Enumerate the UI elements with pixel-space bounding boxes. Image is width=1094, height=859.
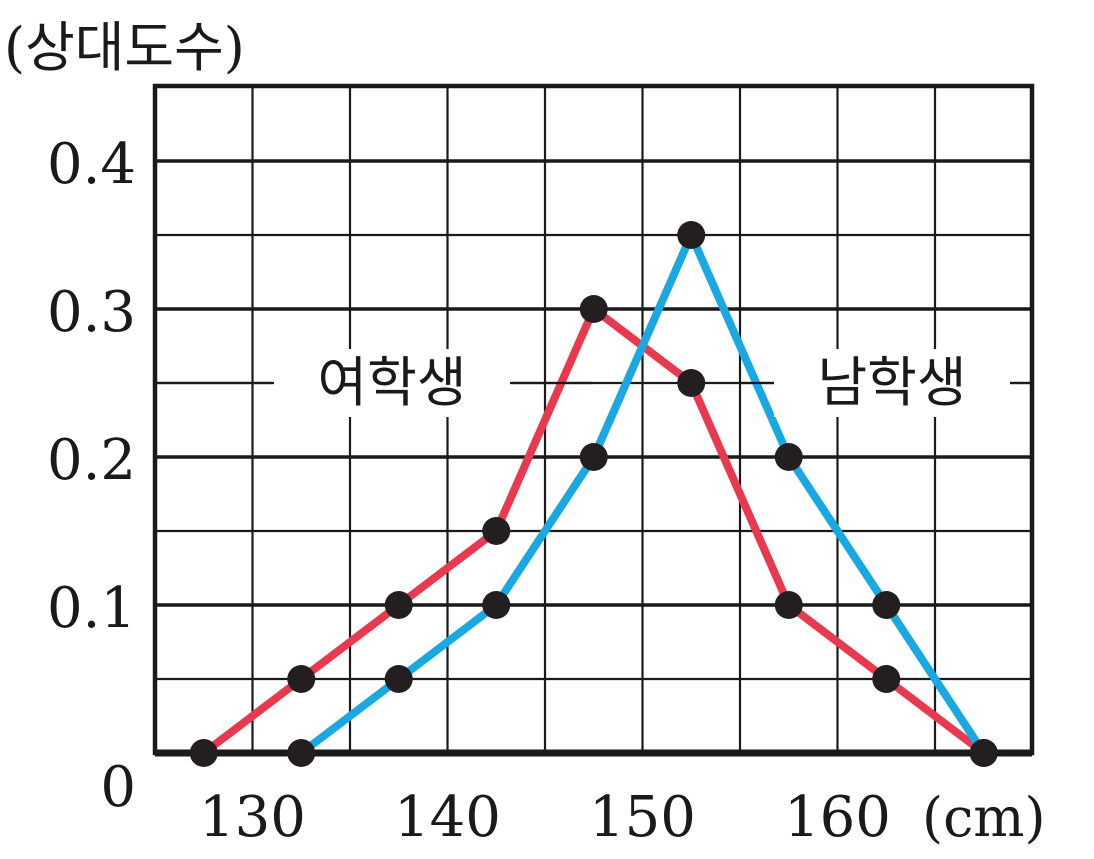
series-label-background: [774, 349, 1010, 417]
y-tick-label: 0.1: [47, 576, 136, 641]
data-point-girls: [774, 591, 803, 619]
data-point-boys: [384, 665, 413, 693]
series-label-background: [274, 349, 510, 417]
data-point-girls: [189, 739, 218, 767]
y-tick-label: 0: [100, 755, 136, 820]
series-label-boys: 남학생: [817, 351, 966, 414]
series-points: [189, 221, 998, 767]
data-point-girls: [677, 369, 706, 397]
data-point-boys: [774, 443, 803, 471]
data-point-boys: [969, 739, 998, 767]
data-point-boys: [482, 591, 511, 619]
axis-ticks: 130 140 150 160 0 0.1 0.2 0.3 0.4: [47, 132, 891, 850]
data-point-girls: [872, 665, 901, 693]
grid: [155, 86, 1032, 753]
data-point-boys: [579, 443, 608, 471]
x-tick-label: 150: [589, 785, 696, 850]
data-point-girls: [579, 295, 608, 323]
x-tick-label: 140: [394, 785, 501, 850]
series-line-boys: [297, 231, 988, 757]
plot-frame: [152, 83, 1035, 757]
y-axis-label: (상대도수): [4, 16, 245, 79]
y-tick-label: 0.4: [47, 132, 136, 197]
data-point-girls: [482, 517, 511, 545]
x-tick-label: 160: [784, 785, 891, 850]
plot-border: [152, 83, 1035, 756]
data-point-girls: [384, 591, 413, 619]
data-point-boys: [677, 221, 706, 249]
series-label-girls: 여학생: [317, 351, 466, 414]
data-point-girls: [287, 665, 316, 693]
x-tick-label: 130: [199, 785, 306, 850]
x-axis-unit: (cm): [922, 786, 1046, 849]
y-tick-label: 0.2: [47, 428, 136, 493]
data-point-boys: [287, 739, 316, 767]
series-labels: 여학생 남학생: [155, 349, 1032, 417]
data-point-boys: [872, 591, 901, 619]
y-tick-label: 0.3: [47, 280, 136, 345]
